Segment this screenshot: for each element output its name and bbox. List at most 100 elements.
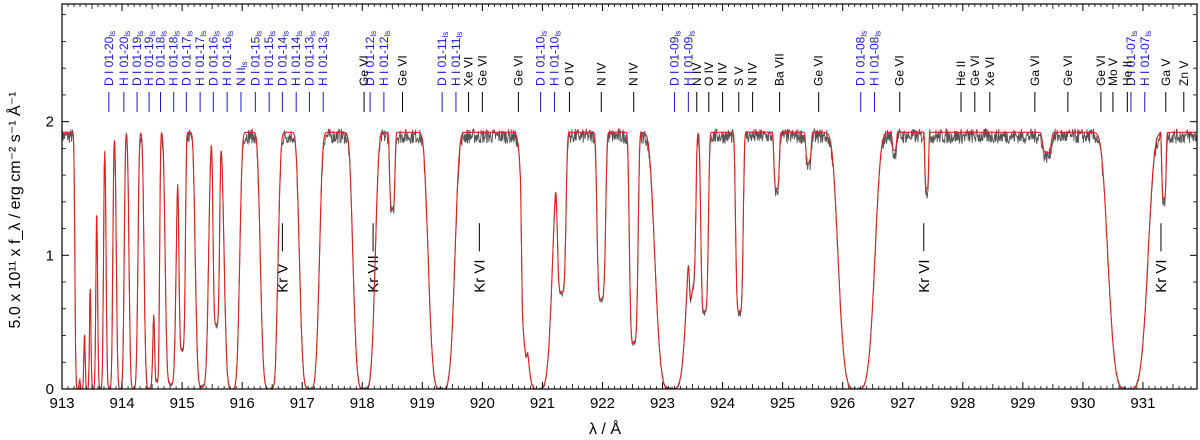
- x-tick-label: 922: [590, 395, 615, 412]
- ion-line-label: Ge VI: [475, 55, 489, 86]
- ism-line-label-subscript: ls: [295, 31, 304, 37]
- ism-line-label: H I 01-14ls: [289, 31, 304, 86]
- ion-line-label: Ge VI: [812, 55, 826, 86]
- ism-line-label: H I 01-18ls: [167, 31, 182, 86]
- x-tick-label: 925: [770, 395, 795, 412]
- ism-line-label: D I 01-09ls: [668, 31, 683, 86]
- ion-line-label: Xe VI: [983, 57, 997, 86]
- ism-line-label-subscript: ls: [687, 31, 696, 37]
- ism-line-label-subscript: ls: [540, 31, 549, 37]
- ism-line-label: D I 01-13ls: [302, 31, 317, 86]
- plot-area: [62, 127, 1197, 389]
- x-tick-label: 919: [410, 395, 435, 412]
- ism-line-label-subscript: ls: [199, 31, 208, 37]
- ism-line-label-subscript: ls: [308, 31, 317, 37]
- ism-line-label: D I 01-19ls: [130, 31, 145, 86]
- kr-line-label: Kr V: [274, 264, 291, 293]
- ism-line-label-subscript: ls: [369, 31, 378, 37]
- x-tick-label: 930: [1070, 395, 1095, 412]
- ion-line-label: Ge VI: [396, 55, 410, 86]
- ism-line-label: H I 01-17ls: [193, 31, 208, 86]
- ism-line-label: H I 01-20ls: [117, 31, 132, 86]
- ism-line-label: D I 01-18ls: [153, 31, 168, 86]
- x-axis-title: λ / Å: [589, 419, 621, 438]
- ism-line-label: D I 01-16ls: [206, 31, 221, 86]
- ion-line-label: Ga VI: [1028, 55, 1042, 86]
- ism-line-label-subscript: ls: [441, 32, 450, 38]
- ism-line-label-subscript: ls: [674, 31, 683, 37]
- ism-line-label: H I 01-09ls: [681, 31, 696, 86]
- ism-line-label-subscript: ls: [383, 31, 392, 37]
- ion-line-label: N IV: [594, 63, 608, 86]
- x-tick-label: 920: [470, 395, 495, 412]
- ism-line-label-subscript: ls: [240, 62, 249, 68]
- ism-line-label: D I 01-17ls: [179, 31, 194, 86]
- ism-line-label-subscript: ls: [322, 31, 331, 37]
- x-tick-label: 931: [1130, 395, 1155, 412]
- ism-line-label-subscript: ls: [268, 31, 277, 37]
- y-tick-label: 0: [46, 381, 54, 398]
- kr-line-label: Kr VI: [916, 259, 933, 292]
- ion-line-label: Ga V: [1159, 59, 1173, 86]
- x-tick-label: 924: [710, 395, 735, 412]
- ion-line-label: Ge VI: [357, 55, 371, 86]
- ion-line-label: Ba VII: [773, 53, 787, 86]
- ion-line-label: Ge VI: [1094, 55, 1108, 86]
- ism-line-label: D I 01-08ls: [854, 31, 869, 86]
- model-spectrum-line: [62, 131, 1197, 389]
- kr-line-label: Kr VI: [1153, 259, 1170, 292]
- spectra-group: [62, 127, 1197, 389]
- ism-line-label: D I 01-10ls: [534, 31, 549, 86]
- x-tick-label: 926: [830, 395, 855, 412]
- ism-line-label: H I 01-15ls: [262, 31, 277, 86]
- ism-line-label-subscript: ls: [212, 31, 221, 37]
- ion-line-label: Ge VI: [511, 55, 525, 86]
- ion-line-label: He II: [1120, 61, 1134, 86]
- ion-line-label: Mo V: [1106, 58, 1120, 86]
- ism-line-label: N IIls: [234, 62, 249, 86]
- ism-line-label: D I 01-20ls: [102, 31, 117, 86]
- ism-line-label-subscript: ls: [860, 31, 869, 37]
- ism-line-label: H I 01-13ls: [316, 31, 331, 86]
- ism-line-label: H I 01-16ls: [220, 31, 235, 86]
- ion-line-label: Xe VI: [462, 57, 476, 86]
- ism-line-label-subscript: ls: [281, 31, 290, 37]
- ism-line-label: D I 01-12ls: [363, 31, 378, 86]
- ism-line-label-subscript: ls: [136, 31, 145, 37]
- x-tick-label: 928: [950, 395, 975, 412]
- ism-line-label-subscript: ls: [226, 31, 235, 37]
- ion-line-label: Ge VI: [893, 55, 907, 86]
- ism-line-label-subscript: ls: [553, 31, 562, 37]
- x-tick-label: 915: [170, 395, 195, 412]
- ion-line-label: Zn V: [1177, 61, 1191, 86]
- ism-line-label: D I 01-07ls: [1124, 31, 1139, 86]
- x-tick-label: 927: [890, 395, 915, 412]
- ion-line-label: S V: [732, 67, 746, 86]
- x-tick-label: 914: [110, 395, 135, 412]
- ism-line-label: H I 01-07ls: [1138, 31, 1153, 86]
- ism-line-label: H I 01-19ls: [142, 31, 157, 86]
- ism-line-label: D I 01-15ls: [248, 31, 263, 86]
- ism-line-label-subscript: ls: [123, 31, 132, 37]
- ism-line-label: D I 01-11ls: [435, 32, 450, 86]
- ism-line-label-subscript: ls: [254, 31, 263, 37]
- kr-line-label: Kr VII: [365, 255, 382, 293]
- ism-line-label: D I 01-14ls: [275, 31, 290, 86]
- ion-line-label: N IV: [716, 63, 730, 86]
- ism-line-label-subscript: ls: [148, 31, 157, 37]
- plot-frame: [61, 3, 1198, 390]
- ion-line-label: O IV: [702, 62, 716, 86]
- x-tick-label: 917: [290, 395, 315, 412]
- ism-line-label: H I 01-10ls: [547, 31, 562, 86]
- ism-line-label: H I 01-08ls: [868, 31, 883, 86]
- ism-line-label-subscript: ls: [874, 31, 883, 37]
- ion-line-label: O IV: [562, 62, 576, 86]
- x-tick-label: 918: [350, 395, 375, 412]
- axes: 913 914 915 916 917 918 919 920 921 922 923 924 925 9…: [46, 3, 1198, 412]
- ion-line-label: N IV: [746, 63, 760, 86]
- x-tick-label: 929: [1010, 395, 1035, 412]
- ism-line-label-subscript: ls: [455, 32, 464, 38]
- ism-line-label-subscript: ls: [1144, 31, 1153, 37]
- ion-line-label: Ge VI: [1061, 55, 1075, 86]
